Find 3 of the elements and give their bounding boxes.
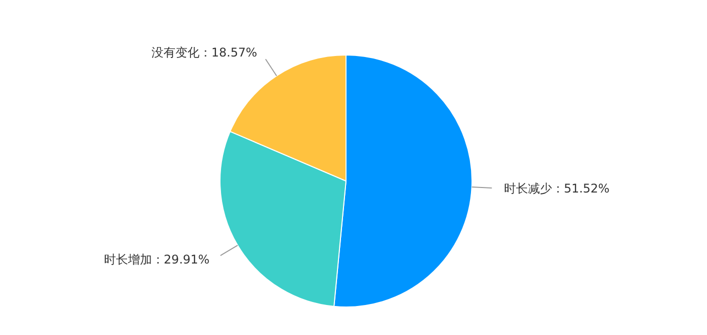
slice-label: 没有变化：18.57% [151,45,258,60]
slice-label: 时长减少：51.52% [504,181,610,196]
slice-label: 时长增加：29.91% [104,252,210,267]
